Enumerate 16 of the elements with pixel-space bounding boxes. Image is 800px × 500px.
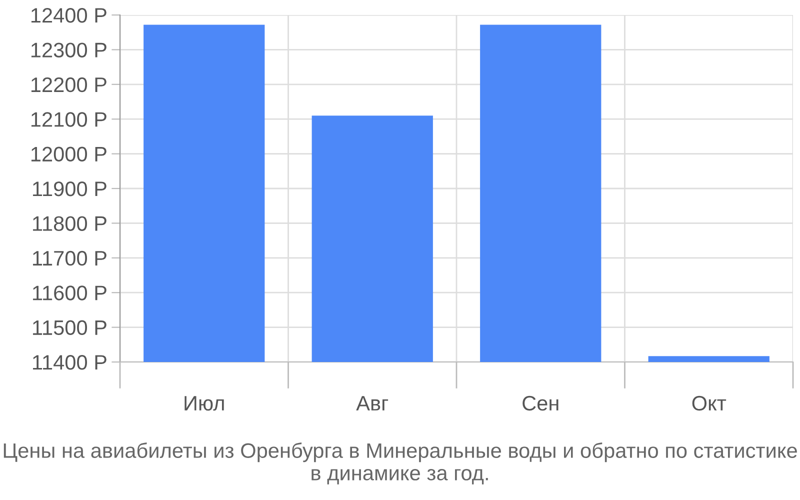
y-tick-label: 11400 Р: [33, 355, 106, 370]
y-tick-label: 11500 Р: [33, 320, 106, 336]
y-tick-label: 11600 Р: [33, 286, 106, 300]
y-tick-label: 12300 Р: [31, 42, 106, 58]
y-tick-label: 11900 Р: [33, 182, 106, 196]
y-tick-label: 11700 Р: [33, 250, 106, 266]
text: Цены на авиабилеты из Оренбурга в Минеральные воды и обратно по статистике в динамике за год.: [4, 442, 797, 484]
x-tick-label: Сен: [522, 396, 558, 411]
y-tick-label: 12100 Р: [31, 112, 106, 127]
x-tick-label: Авг: [356, 396, 388, 410]
x-tick-label: Июл: [184, 396, 224, 411]
x-tick-label: Окт: [692, 396, 726, 411]
y-tick-label: 12200 Р: [31, 77, 106, 92]
y-tick-label: 12400 Р: [31, 8, 106, 23]
y-tick-label: 11800 Р: [33, 216, 106, 231]
y-tick-label: 12000 Р: [31, 146, 106, 162]
